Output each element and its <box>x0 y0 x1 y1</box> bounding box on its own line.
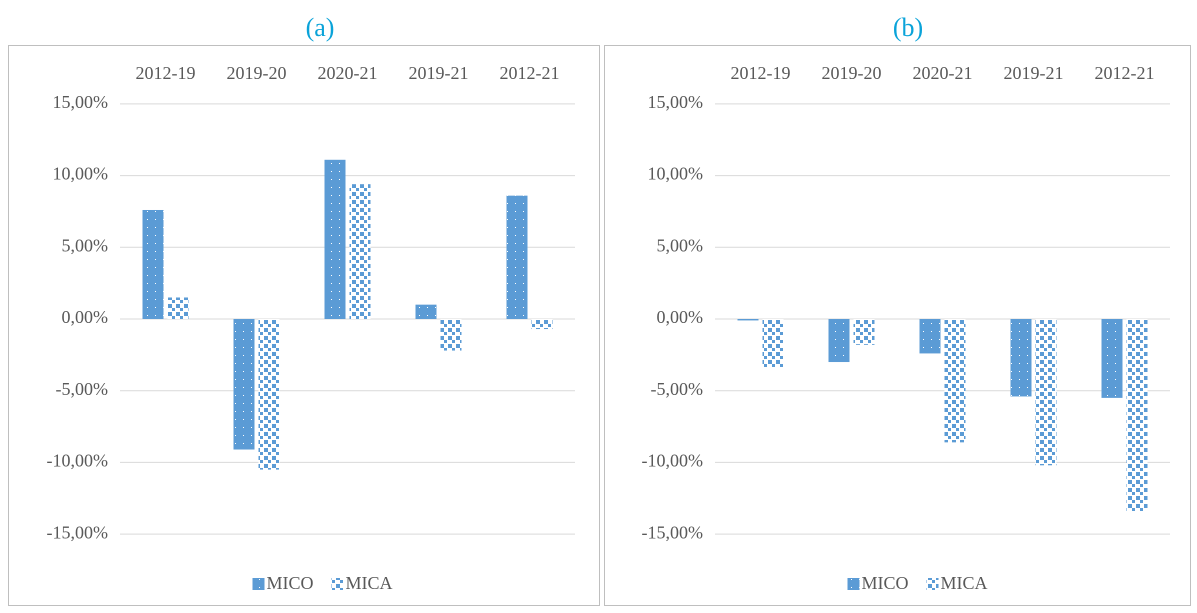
bar <box>1035 319 1057 466</box>
bar <box>258 319 280 470</box>
panel-border <box>8 45 600 606</box>
bar <box>349 184 371 319</box>
category-label: 2019-20 <box>227 63 287 83</box>
category-label: 2019-21 <box>1004 63 1064 83</box>
y-tick-label: -5,00% <box>56 379 109 399</box>
bar <box>1101 319 1123 398</box>
chart-title: (a) <box>306 13 335 42</box>
category-label: 2020-21 <box>318 63 378 83</box>
legend-swatch <box>926 578 939 590</box>
legend-swatch <box>252 578 265 590</box>
y-tick-label: 10,00% <box>648 164 704 184</box>
bar <box>853 319 875 345</box>
y-tick-label: -5,00% <box>651 379 704 399</box>
y-tick-label: -15,00% <box>47 522 109 542</box>
y-tick-label: 5,00% <box>62 235 109 255</box>
y-tick-label: 15,00% <box>53 92 109 112</box>
category-label: 2019-21 <box>409 63 469 83</box>
legend-label: MICA <box>941 573 988 593</box>
bar <box>167 297 189 319</box>
y-tick-label: -10,00% <box>47 451 109 471</box>
y-tick-label: 5,00% <box>657 235 704 255</box>
bar <box>762 319 784 368</box>
bar <box>440 319 462 351</box>
y-tick-label: -10,00% <box>642 451 704 471</box>
category-label: 2012-21 <box>500 63 560 83</box>
y-tick-label: 10,00% <box>53 164 109 184</box>
legend-label: MICO <box>267 573 314 593</box>
category-label: 2020-21 <box>913 63 973 83</box>
bar <box>1126 319 1148 512</box>
legend-label: MICA <box>346 573 393 593</box>
bar <box>142 209 164 319</box>
bar <box>233 319 255 450</box>
bar <box>324 159 346 319</box>
y-tick-label: 0,00% <box>62 307 109 327</box>
bar <box>944 319 966 443</box>
y-tick-label: 0,00% <box>657 307 704 327</box>
panel-border <box>604 45 1191 606</box>
category-label: 2012-19 <box>731 63 791 83</box>
bar <box>828 319 850 363</box>
y-tick-label: -15,00% <box>642 522 704 542</box>
bar <box>506 195 528 319</box>
bar <box>919 319 941 354</box>
bar <box>737 319 759 321</box>
chart-title: (b) <box>893 13 923 42</box>
category-label: 2012-21 <box>1095 63 1155 83</box>
legend-swatch <box>847 578 860 590</box>
category-label: 2019-20 <box>822 63 882 83</box>
y-tick-label: 15,00% <box>648 92 704 112</box>
bar <box>415 304 437 319</box>
bar <box>1010 319 1032 397</box>
legend-swatch <box>331 578 344 590</box>
category-label: 2012-19 <box>136 63 196 83</box>
legend-label: MICO <box>862 573 909 593</box>
bar <box>531 319 553 330</box>
